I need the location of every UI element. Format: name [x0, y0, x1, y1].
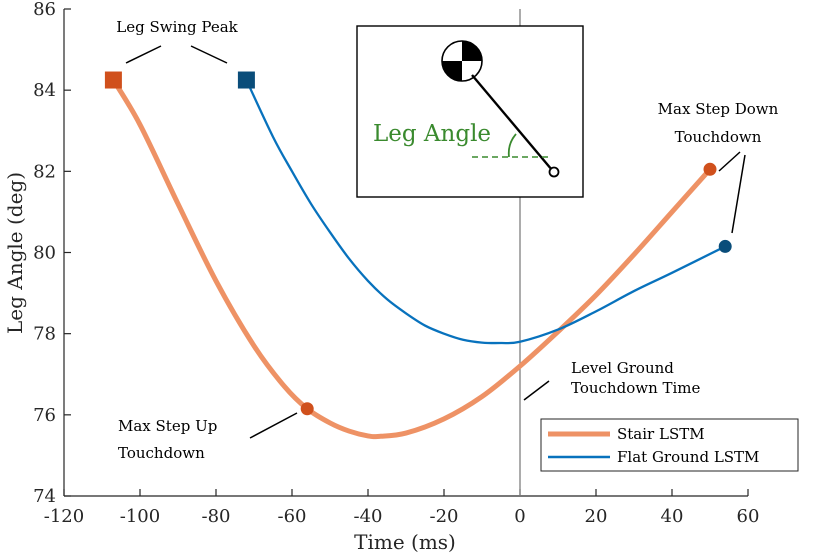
y-tick-label: 82 — [33, 161, 56, 182]
series-markers — [104, 71, 732, 416]
x-tick-label: -80 — [202, 506, 231, 527]
annotation-max-step-up-line2: Touchdown — [118, 444, 205, 462]
x-tick-label: -100 — [120, 506, 160, 527]
leg-rod — [471, 74, 553, 171]
y-tick-label: 84 — [33, 80, 56, 101]
legend-label-flat: Flat Ground LSTM — [617, 448, 759, 466]
annotation-level-ground-line1: Level Ground — [571, 359, 674, 377]
y-tick-label: 86 — [33, 0, 56, 20]
leg-angle-inset: Leg Angle — [356, 25, 584, 198]
center-of-mass-icon — [441, 40, 483, 82]
x-tick-label: -40 — [354, 506, 383, 527]
y-tick-label: 74 — [33, 486, 56, 507]
x-tick-label: -20 — [430, 506, 459, 527]
series-lines — [110, 77, 727, 440]
annotation-max-step-down-pointer-2 — [731, 154, 746, 234]
foot-point-icon — [548, 166, 560, 178]
legend-label-stair: Stair LSTM — [617, 425, 705, 443]
annotation-max-step-down-line1: Max Step Down — [658, 100, 779, 118]
annotation-max-step-up-line1: Max Step Up — [118, 417, 217, 435]
inset-leg-angle-label: Leg Angle — [373, 121, 491, 147]
marker-circle-stair-lstm — [300, 402, 314, 416]
annotation-max-step-up: Max Step Up Touchdown — [118, 412, 298, 462]
y-axis-title: Leg Angle (deg) — [3, 172, 27, 334]
marker-circle-stair-lstm — [703, 162, 717, 176]
annotation-leg-swing-peak-text: Leg Swing Peak — [116, 18, 238, 36]
annotation-leg-swing-peak-pointer-right — [190, 45, 228, 64]
x-tick-label: 40 — [661, 506, 684, 527]
angle-arc — [507, 133, 517, 158]
annotation-leg-swing-peak-pointer-left — [125, 45, 162, 64]
x-tick-label: -60 — [278, 506, 307, 527]
x-tick-label: 20 — [585, 506, 608, 527]
annotation-max-step-down: Max Step Down Touchdown — [658, 100, 779, 234]
series-line-stair-lstm — [110, 77, 713, 440]
axes: -120 -100 -80 -60 -40 -20 0 20 40 60 74 76 78 80 82 84 8… — [33, 0, 759, 527]
y-tick-label: 80 — [33, 243, 56, 264]
x-tick-label: 60 — [737, 506, 760, 527]
x-tick-label: 0 — [514, 506, 525, 527]
legend-frame — [540, 418, 799, 472]
annotation-leg-swing-peak: Leg Swing Peak — [116, 18, 239, 64]
annotation-max-step-down-line2: Touchdown — [675, 128, 762, 146]
legend: Stair LSTM Flat Ground LSTM — [540, 418, 799, 472]
series-line-flat-ground-lstm — [245, 78, 727, 345]
marker-circle-flat-ground-lstm — [718, 239, 732, 253]
y-tick-label: 76 — [33, 405, 56, 426]
annotation-level-ground-line2: Touchdown Time — [571, 379, 701, 397]
y-tick-label: 78 — [33, 324, 56, 345]
annotation-max-step-up-pointer — [249, 412, 298, 439]
annotation-max-step-down-pointer-1 — [718, 151, 741, 172]
annotation-level-ground-pointer — [523, 380, 550, 401]
annotation-level-ground: Level Ground Touchdown Time — [523, 359, 701, 401]
marker-square-flat-ground-lstm — [237, 71, 255, 89]
x-tick-label: -120 — [44, 506, 84, 527]
x-axis-title: Time (ms) — [354, 530, 456, 554]
marker-square-stair-lstm — [104, 71, 122, 89]
